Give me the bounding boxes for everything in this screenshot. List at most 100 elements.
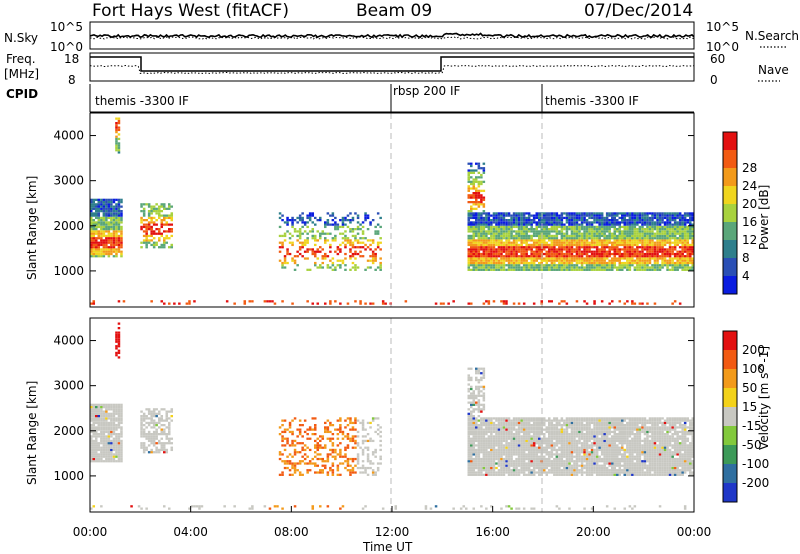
power-cell	[482, 259, 486, 262]
power-cell	[480, 255, 483, 258]
power-cell	[369, 259, 372, 262]
power-cell	[656, 234, 659, 238]
power-cell	[535, 264, 539, 267]
vel-cell	[92, 415, 96, 418]
power-cell	[671, 212, 674, 215]
power-cell	[676, 268, 679, 271]
power-cell	[623, 252, 627, 256]
vel-cell	[303, 448, 307, 452]
power-cell	[532, 302, 536, 305]
vel-cell	[525, 421, 528, 425]
colorbar-tick-label: 8	[742, 251, 750, 265]
power-cell	[678, 246, 682, 249]
power-cell	[608, 302, 611, 305]
power-cell	[573, 214, 576, 217]
vel-cell	[95, 455, 98, 458]
power-cell	[678, 257, 682, 260]
vel-cell	[500, 424, 503, 427]
power-cell	[683, 268, 687, 271]
power-cell	[170, 234, 174, 238]
cpid-label: CPID	[6, 87, 38, 101]
power-cell	[558, 250, 561, 253]
power-cell	[112, 210, 116, 213]
power-cell	[628, 241, 632, 244]
power-cell	[507, 223, 511, 226]
vel-cell	[336, 466, 340, 470]
power-cell	[530, 214, 533, 217]
power-cell	[666, 241, 669, 244]
power-cell	[628, 221, 632, 224]
vel-cell	[329, 437, 332, 440]
power-cell	[565, 259, 569, 262]
power-cell	[110, 246, 113, 249]
power-cell	[507, 241, 511, 244]
vel-cell	[522, 455, 526, 458]
power-cell	[361, 230, 365, 233]
vel-cell	[339, 428, 342, 431]
power-cell	[324, 302, 327, 305]
vel-cell	[548, 451, 551, 454]
power-cell	[530, 255, 533, 258]
vel-cell	[160, 437, 164, 440]
vel-cell	[512, 426, 516, 429]
vel-cell	[520, 466, 523, 470]
power-cell	[115, 228, 118, 231]
power-cell	[505, 257, 508, 260]
vel-cell	[475, 439, 478, 443]
vel-cell	[334, 448, 337, 452]
power-cell	[663, 239, 667, 242]
power-cell	[595, 261, 599, 265]
vel-cell	[553, 430, 556, 434]
power-cell	[530, 261, 533, 265]
vel-cell	[117, 417, 121, 420]
power-cell	[470, 302, 473, 305]
vel-cell	[517, 448, 521, 452]
vel-cell	[527, 428, 531, 431]
power-cell	[565, 232, 569, 235]
vel-cell	[163, 428, 166, 431]
vel-cell	[115, 446, 118, 449]
power-cell	[623, 266, 627, 269]
power-cell	[472, 234, 476, 238]
power-cell	[497, 268, 501, 271]
power-cell	[376, 230, 380, 233]
power-cell	[467, 178, 471, 181]
power-cell	[530, 252, 533, 256]
vel-cell	[364, 439, 367, 443]
power-cell	[356, 221, 360, 224]
vel-cell	[540, 453, 544, 456]
vel-cell	[120, 446, 123, 449]
power-cell	[115, 214, 118, 217]
power-cell	[603, 268, 606, 271]
power-cell	[480, 268, 483, 271]
power-cell	[97, 237, 101, 240]
power-cell	[482, 216, 486, 220]
power-cell	[472, 250, 476, 253]
power-cell	[163, 237, 166, 240]
vel-cell	[487, 437, 491, 440]
power-cell	[633, 268, 637, 271]
power-cell	[540, 219, 544, 222]
power-cell	[482, 228, 486, 231]
power-cell	[553, 223, 556, 226]
power-cell	[520, 219, 523, 222]
vel-cell	[555, 460, 559, 463]
vel-cell	[102, 415, 106, 418]
power-cell	[160, 203, 164, 206]
power-cell	[623, 239, 627, 242]
power-cell	[351, 252, 355, 256]
vel-cell	[497, 446, 501, 449]
power-cell	[545, 259, 549, 262]
power-cell	[532, 216, 536, 220]
vel-cell	[339, 451, 342, 454]
power-cell	[140, 210, 143, 213]
power-cell	[565, 212, 569, 215]
power-cell	[651, 241, 654, 244]
power-cell	[573, 248, 576, 251]
power-cell	[351, 219, 355, 222]
power-cell	[147, 203, 151, 206]
power-cell	[600, 264, 604, 267]
power-cell	[641, 248, 644, 251]
vel-cell	[527, 471, 531, 474]
power-cell	[527, 246, 531, 249]
